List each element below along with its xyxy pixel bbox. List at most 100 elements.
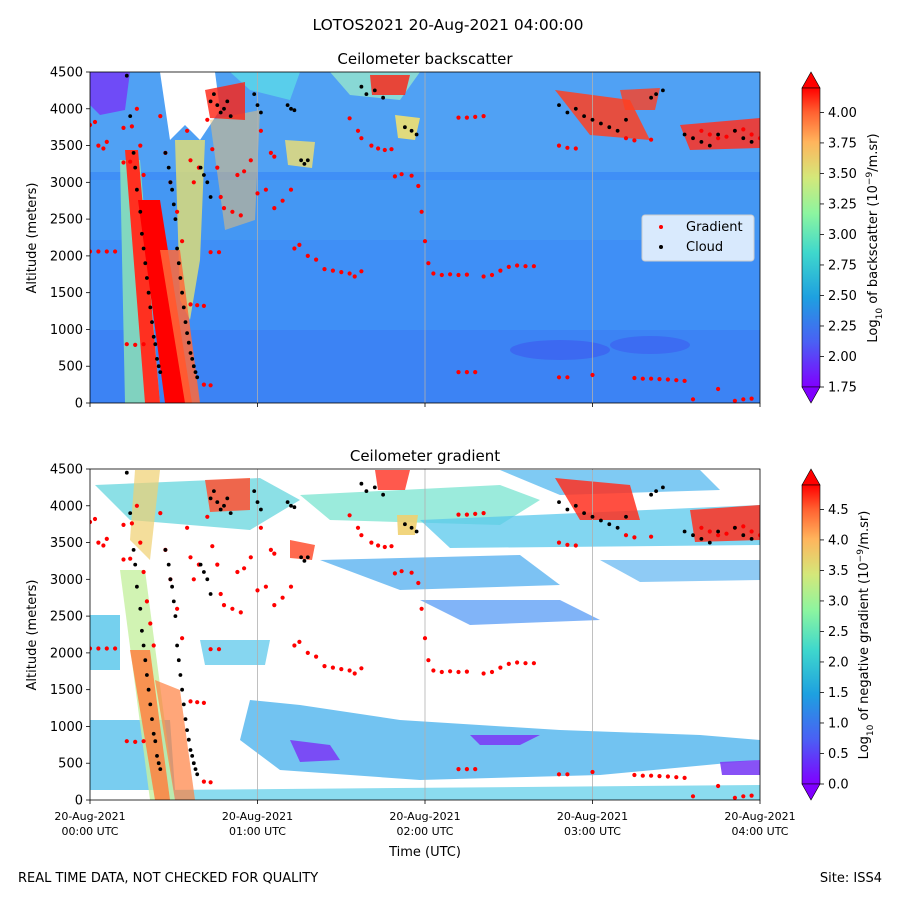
cloud-point	[741, 136, 746, 141]
gradient-point	[297, 242, 302, 247]
gradient-point	[682, 775, 687, 781]
gradient-point	[96, 646, 101, 651]
gradient-point	[208, 780, 213, 785]
gradient-point	[235, 569, 240, 575]
gradient-point	[104, 536, 109, 542]
gradient-point	[230, 606, 235, 611]
cloud-point	[403, 522, 407, 527]
gradient-point	[724, 134, 729, 139]
gradient-point	[657, 377, 662, 382]
gradient-point	[359, 533, 364, 538]
cloud-point	[414, 132, 419, 137]
cloud-point	[150, 717, 154, 721]
cloud-point	[212, 92, 216, 96]
cloud-point	[171, 202, 176, 207]
cloud-point	[138, 606, 143, 611]
cloud-point	[178, 276, 183, 280]
cloud-point	[151, 334, 156, 339]
gradient-point	[531, 264, 537, 269]
gradient-point	[96, 249, 101, 254]
gradient-point	[188, 158, 193, 163]
cloud-point	[195, 772, 200, 777]
cloud-point	[682, 132, 687, 137]
cloud-point	[190, 357, 195, 361]
gradient-point	[124, 342, 129, 347]
cloud-point	[381, 95, 385, 100]
gradient-point	[208, 250, 213, 255]
gradient-legend-label: Gradient	[686, 220, 743, 235]
gradient-point	[741, 127, 746, 132]
cloud-point	[140, 231, 144, 236]
cloud-point	[166, 165, 171, 170]
y-tick-label: 2500	[50, 610, 83, 625]
gradient-point	[314, 257, 319, 262]
gradient-point	[280, 198, 285, 203]
gradient-point	[90, 122, 93, 128]
gradient-point	[113, 249, 118, 254]
cloud-point	[654, 92, 658, 96]
gradient-point	[489, 669, 495, 675]
gradient-point	[590, 769, 595, 775]
gradient-point	[489, 272, 495, 278]
gradient-point	[134, 503, 139, 508]
gradient-point	[623, 533, 629, 538]
gradient-point	[201, 303, 206, 308]
y-tick-label: 3500	[50, 536, 83, 551]
cloud-point	[225, 99, 230, 104]
gradient-point	[649, 534, 654, 539]
cloud-point	[155, 357, 159, 361]
gradient-point	[280, 595, 285, 600]
cloud-point	[582, 114, 586, 118]
gradient-point	[144, 202, 149, 207]
backscatter-gridlines	[257, 72, 593, 403]
gradient-point	[749, 529, 754, 534]
colorbar-tick-label: 2.50	[828, 289, 857, 304]
gradient-colorbar-label: Log10 of negative gradient (10−9/m.sr)	[856, 511, 876, 760]
cloud-point	[185, 331, 190, 335]
gradient-point	[392, 174, 397, 179]
y-tick-label: 3000	[50, 176, 83, 191]
y-tick-label: 2000	[50, 249, 83, 264]
gradient-point	[382, 544, 387, 550]
cloud-point	[285, 500, 290, 504]
gradient-point	[389, 544, 394, 549]
cloud-point	[135, 187, 139, 192]
gradient-point	[573, 146, 578, 151]
gradient-point	[523, 264, 528, 269]
gradient-point	[330, 268, 335, 273]
backscatter-y-axis: 0 500 1000 1500 2000 2500 3000 3500 4000 4500	[50, 66, 90, 412]
gradient-point	[188, 302, 193, 307]
gradient-colorbar-ticks: 0.0 0.5 1.0 1.5 2.0 2.5 3.0 3.5 4.0 4.5	[820, 503, 849, 793]
cloud-point	[699, 537, 704, 541]
cloud-point	[176, 261, 181, 266]
cloud-point	[573, 503, 578, 508]
cloud-point	[202, 173, 206, 177]
gradient-point	[339, 270, 344, 275]
gradient-point	[456, 272, 461, 278]
colorbar-tick-label: 4.0	[828, 533, 849, 548]
gradient-point	[749, 396, 754, 401]
gradient-point	[473, 767, 478, 772]
cloud-point	[615, 128, 620, 133]
gradient-point	[210, 544, 215, 549]
gradient-point	[439, 272, 444, 278]
gradient-point	[732, 795, 738, 800]
gradient-point	[481, 671, 486, 676]
gradient-point	[134, 106, 139, 111]
gradient-point	[473, 511, 478, 516]
gradient-point	[359, 136, 364, 141]
gradient-point	[757, 136, 760, 141]
gradient-point	[148, 621, 153, 626]
cloud-point	[661, 485, 665, 490]
gradient-point	[151, 246, 156, 251]
y-tick-label: 4500	[50, 66, 83, 81]
y-tick-label: 1000	[50, 720, 83, 735]
cloud-point	[208, 496, 213, 501]
cloud-point	[682, 529, 687, 534]
gradient-point	[128, 159, 133, 164]
cloud-point	[289, 106, 293, 111]
gradient-point	[288, 584, 294, 589]
cloud-point	[749, 140, 754, 144]
cloud-point	[143, 261, 148, 266]
